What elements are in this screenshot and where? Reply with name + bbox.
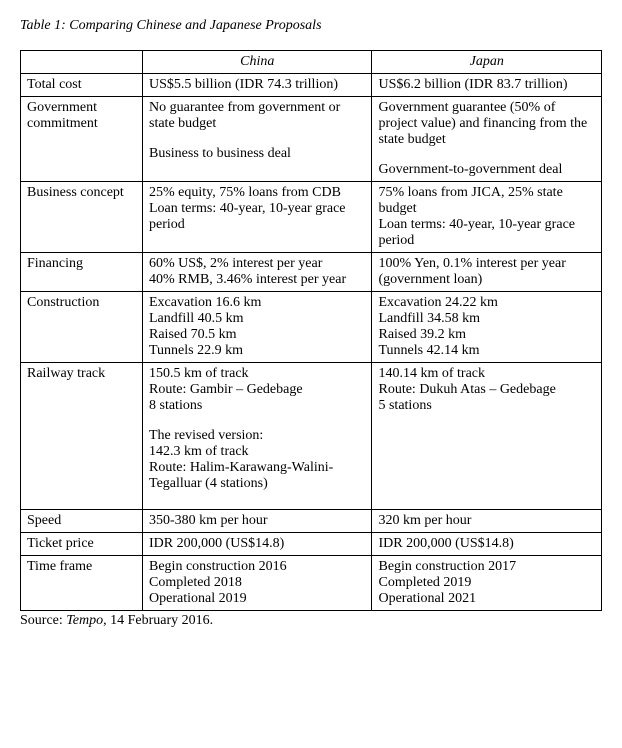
cell-text: US$5.5 billion (IDR 74.3 trillion) <box>149 77 365 93</box>
cell-text: Tunnels 42.14 km <box>378 343 595 359</box>
cell-text: Completed 2018 <box>149 575 365 591</box>
cell-text: Operational 2021 <box>378 591 595 607</box>
row-label: Railway track <box>21 363 143 510</box>
blank-line <box>149 132 365 146</box>
cell-text: Tunnels 22.9 km <box>149 343 365 359</box>
cell-text: 140.14 km of track <box>378 366 595 382</box>
comparison-table: China Japan Total cost US$5.5 billion (I… <box>20 50 602 611</box>
cell-china: IDR 200,000 (US$14.8) <box>143 533 372 556</box>
cell-text: Begin construction 2016 <box>149 559 365 575</box>
cell-china: 60% US$, 2% interest per year40% RMB, 3.… <box>143 253 372 292</box>
source-label: Source: <box>20 613 66 628</box>
table-row: Railway track 150.5 km of trackRoute: Ga… <box>21 363 602 510</box>
blank-line <box>378 148 595 162</box>
blank-line <box>149 414 365 428</box>
cell-text: Government-to-government deal <box>378 162 595 178</box>
cell-text: No guarantee from government or state bu… <box>149 100 365 132</box>
cell-text: Raised 39.2 km <box>378 327 595 343</box>
cell-text: Excavation 16.6 km <box>149 295 365 311</box>
cell-text: Route: Dukuh Atas – Gedebage <box>378 382 595 398</box>
cell-text: 60% US$, 2% interest per year <box>149 256 365 272</box>
cell-text: 100% Yen, 0.1% interest per year (govern… <box>378 256 595 288</box>
cell-text: The revised version: <box>149 428 365 444</box>
cell-china: No guarantee from government or state bu… <box>143 97 372 182</box>
cell-text: Loan terms: 40-year, 10-year grace perio… <box>149 201 365 233</box>
cell-text: Landfill 34.58 km <box>378 311 595 327</box>
row-label: Construction <box>21 292 143 363</box>
cell-japan: 140.14 km of trackRoute: Dukuh Atas – Ge… <box>372 363 602 510</box>
table-row: Financing 60% US$, 2% interest per year4… <box>21 253 602 292</box>
row-label: Ticket price <box>21 533 143 556</box>
table-header-row: China Japan <box>21 51 602 74</box>
cell-text: 8 stations <box>149 398 365 414</box>
table-row: Government commitment No guarantee from … <box>21 97 602 182</box>
blank-line <box>149 492 365 506</box>
source-rest: , 14 February 2016. <box>103 613 213 628</box>
cell-china: 25% equity, 75% loans from CDBLoan terms… <box>143 182 372 253</box>
cell-china: 150.5 km of trackRoute: Gambir – Gedebag… <box>143 363 372 510</box>
source-publication: Tempo <box>66 613 103 628</box>
cell-japan: 100% Yen, 0.1% interest per year (govern… <box>372 253 602 292</box>
table-row: Business concept 25% equity, 75% loans f… <box>21 182 602 253</box>
header-blank <box>21 51 143 74</box>
cell-text: IDR 200,000 (US$14.8) <box>149 536 365 552</box>
table-row: Total cost US$5.5 billion (IDR 74.3 tril… <box>21 74 602 97</box>
cell-text: 142.3 km of track <box>149 444 365 460</box>
cell-japan: IDR 200,000 (US$14.8) <box>372 533 602 556</box>
cell-text: 350-380 km per hour <box>149 513 365 529</box>
table-row: Construction Excavation 16.6 kmLandfill … <box>21 292 602 363</box>
cell-japan: Government guarantee (50% of project val… <box>372 97 602 182</box>
row-label: Government commitment <box>21 97 143 182</box>
header-japan: Japan <box>372 51 602 74</box>
table-title: Table 1: Comparing Chinese and Japanese … <box>20 18 602 34</box>
cell-text: Government guarantee (50% of project val… <box>378 100 595 148</box>
cell-japan: US$6.2 billion (IDR 83.7 trillion) <box>372 74 602 97</box>
cell-text: 5 stations <box>378 398 595 414</box>
row-label: Speed <box>21 510 143 533</box>
cell-japan: 75% loans from JICA, 25% state budgetLoa… <box>372 182 602 253</box>
cell-china: US$5.5 billion (IDR 74.3 trillion) <box>143 74 372 97</box>
table-row: Speed 350-380 km per hour 320 km per hou… <box>21 510 602 533</box>
cell-text: Operational 2019 <box>149 591 365 607</box>
cell-text: 320 km per hour <box>378 513 595 529</box>
cell-text: Completed 2019 <box>378 575 595 591</box>
row-label: Total cost <box>21 74 143 97</box>
cell-china: 350-380 km per hour <box>143 510 372 533</box>
cell-china: Begin construction 2016Completed 2018Ope… <box>143 556 372 611</box>
cell-text: US$6.2 billion (IDR 83.7 trillion) <box>378 77 595 93</box>
cell-japan: Begin construction 2017Completed 2019Ope… <box>372 556 602 611</box>
cell-text: Loan terms: 40-year, 10-year grace perio… <box>378 217 595 249</box>
cell-text: 75% loans from JICA, 25% state budget <box>378 185 595 217</box>
cell-text: Begin construction 2017 <box>378 559 595 575</box>
cell-text: 40% RMB, 3.46% interest per year <box>149 272 365 288</box>
cell-text: Route: Halim-Karawang-Walini-Tegalluar (… <box>149 460 365 492</box>
cell-text: Business to business deal <box>149 146 365 162</box>
cell-text: Landfill 40.5 km <box>149 311 365 327</box>
source-line: Source: Tempo, 14 February 2016. <box>20 613 602 629</box>
cell-text: 150.5 km of track <box>149 366 365 382</box>
cell-text: Route: Gambir – Gedebage <box>149 382 365 398</box>
cell-japan: 320 km per hour <box>372 510 602 533</box>
row-label: Financing <box>21 253 143 292</box>
table-row: Ticket price IDR 200,000 (US$14.8) IDR 2… <box>21 533 602 556</box>
cell-text: Raised 70.5 km <box>149 327 365 343</box>
row-label: Business concept <box>21 182 143 253</box>
cell-text: Excavation 24.22 km <box>378 295 595 311</box>
cell-china: Excavation 16.6 kmLandfill 40.5 kmRaised… <box>143 292 372 363</box>
header-china: China <box>143 51 372 74</box>
cell-japan: Excavation 24.22 kmLandfill 34.58 kmRais… <box>372 292 602 363</box>
cell-text: IDR 200,000 (US$14.8) <box>378 536 595 552</box>
table-row: Time frame Begin construction 2016Comple… <box>21 556 602 611</box>
cell-text: 25% equity, 75% loans from CDB <box>149 185 365 201</box>
row-label: Time frame <box>21 556 143 611</box>
